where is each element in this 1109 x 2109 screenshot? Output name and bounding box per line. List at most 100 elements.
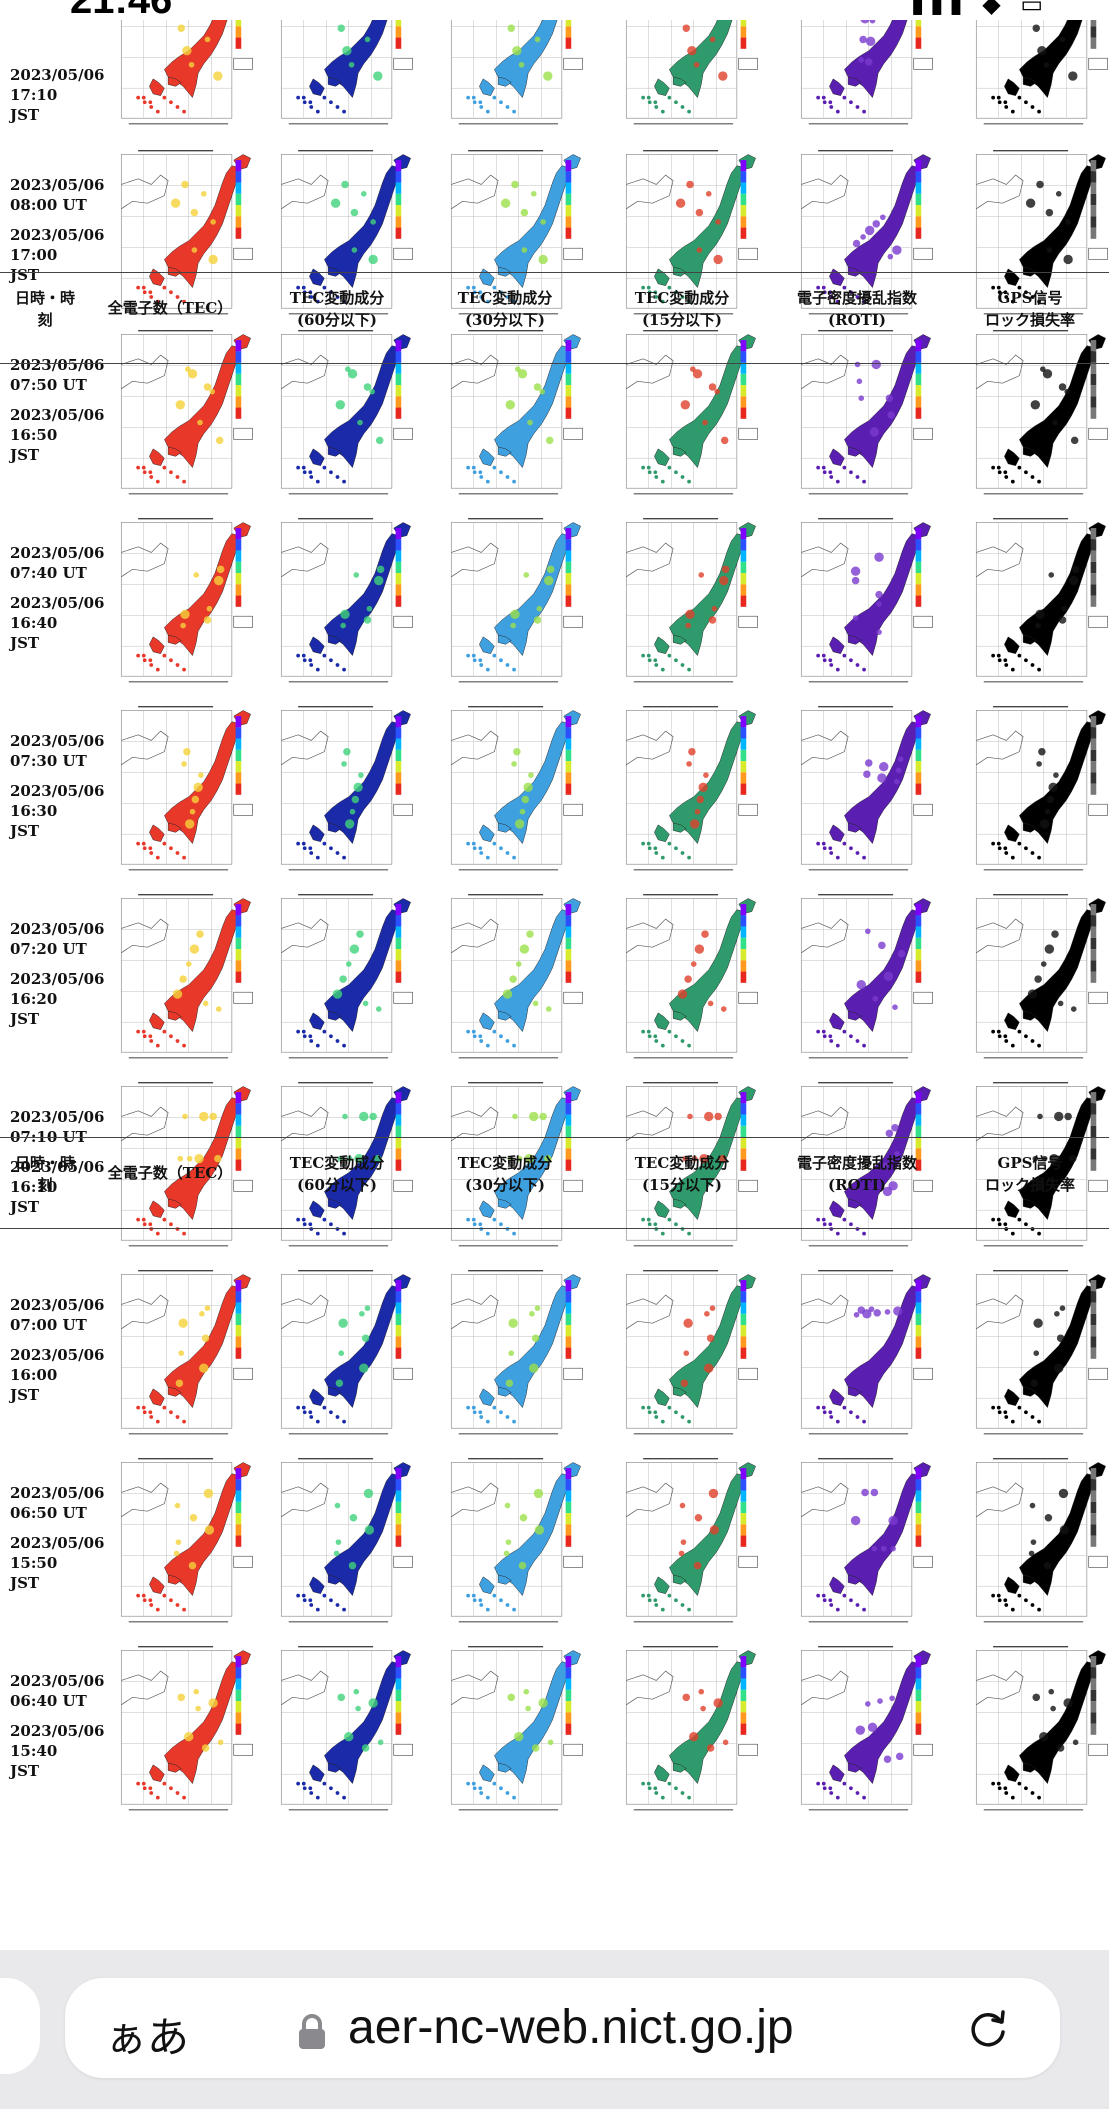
tec-60min-map[interactable] xyxy=(270,1077,420,1259)
column-header-line: TEC変動成分 xyxy=(457,289,553,307)
tec-30min-map-image xyxy=(450,329,583,495)
data-row: 2023/05/06 07:40 UT 2023/05/06 16:40 JST xyxy=(0,513,1109,695)
gps-lock-loss-map[interactable] xyxy=(965,1077,1109,1259)
column-header-line: 全電子数（TEC） xyxy=(107,299,233,317)
gps-lock-loss-map[interactable] xyxy=(965,1641,1109,1823)
column-header-line: ロック損失率 xyxy=(984,311,1075,329)
address-bar[interactable]: ぁあ aer-nc-web.nict.go.jp xyxy=(65,1978,1060,2078)
tec-map[interactable] xyxy=(110,889,260,1071)
gps-lock-loss-map[interactable] xyxy=(965,889,1109,1071)
roti-map[interactable] xyxy=(790,1641,940,1823)
column-header-line: GPS信号 xyxy=(997,289,1063,307)
tec-30min-map[interactable] xyxy=(440,1453,590,1635)
tec-30min-map[interactable] xyxy=(440,1265,590,1447)
row-jst_date: 2023/05/06 xyxy=(10,1158,105,1176)
tec-map[interactable] xyxy=(110,1265,260,1447)
reload-icon[interactable] xyxy=(965,2006,1011,2056)
tec-60min-map[interactable] xyxy=(270,1641,420,1823)
tec-map[interactable] xyxy=(110,325,260,507)
tec-60min-map[interactable] xyxy=(270,1453,420,1635)
tec-map[interactable] xyxy=(110,1077,260,1259)
tec-30min-map-image xyxy=(450,1457,583,1623)
roti-map[interactable] xyxy=(790,1077,940,1259)
tec-map[interactable] xyxy=(110,701,260,883)
column-header-row: 日時・時刻 全電子数（TEC） TEC変動成分 (60分以下) TEC変動成分 (30分以… xyxy=(0,1137,1109,1229)
tec-map-image xyxy=(120,149,253,315)
column-header-line: GPS信号 xyxy=(997,1154,1063,1172)
tec-15min-map[interactable] xyxy=(615,145,765,327)
tec-15min-map-image xyxy=(625,1269,758,1435)
gps-lock-loss-map[interactable] xyxy=(965,1453,1109,1635)
gps-lock-loss-map[interactable] xyxy=(965,0,1109,137)
roti-map[interactable] xyxy=(790,1265,940,1447)
tec-60min-map-image xyxy=(280,517,413,683)
column-header-line: (30分以下) xyxy=(464,1176,546,1194)
tec-15min-map-image xyxy=(625,517,758,683)
roti-map[interactable] xyxy=(790,325,940,507)
tec-15min-map[interactable] xyxy=(615,701,765,883)
tec-15min-map[interactable] xyxy=(615,325,765,507)
tec-map[interactable] xyxy=(110,513,260,695)
gps-lock-loss-map[interactable] xyxy=(965,701,1109,883)
tec-60min-map[interactable] xyxy=(270,513,420,695)
roti-map[interactable] xyxy=(790,145,940,327)
row-jst_date: 2023/05/06 xyxy=(10,406,105,424)
tec-30min-map[interactable] xyxy=(440,889,590,1071)
url-text[interactable]: aer-nc-web.nict.go.jp xyxy=(348,2001,794,2054)
row-jst: JST xyxy=(10,106,40,124)
tec-60min-map[interactable] xyxy=(270,0,420,137)
tec-60min-map[interactable] xyxy=(270,1265,420,1447)
previous-tab-card[interactable] xyxy=(0,1978,40,2074)
tec-map[interactable] xyxy=(110,145,260,327)
tec-30min-map[interactable] xyxy=(440,1077,590,1259)
roti-map[interactable] xyxy=(790,1453,940,1635)
tec-15min-map[interactable] xyxy=(615,1265,765,1447)
tec-30min-map[interactable] xyxy=(440,0,590,137)
tec-60min-map[interactable] xyxy=(270,145,420,327)
tec-60min-map[interactable] xyxy=(270,889,420,1071)
tec-15min-map[interactable] xyxy=(615,889,765,1071)
column-header-row: 日時・時刻 全電子数（TEC） TEC変動成分 (60分以下) TEC変動成分 (30分以… xyxy=(0,272,1109,364)
tec-15min-map[interactable] xyxy=(615,0,765,137)
tec-60min-map[interactable] xyxy=(270,701,420,883)
browser-toolbar: ぁあ aer-nc-web.nict.go.jp xyxy=(0,1950,1109,2109)
row-ut_date: 2023/05/06 xyxy=(10,1108,105,1126)
tec-30min-map-image xyxy=(450,1645,583,1811)
roti-map[interactable] xyxy=(790,0,940,137)
tec-30min-map-image xyxy=(450,149,583,315)
row-jst_time: 17:10 xyxy=(10,86,58,104)
column-header-line: (60分以下) xyxy=(296,311,378,329)
tec-30min-map-image xyxy=(450,893,583,1059)
column-header-c15: TEC変動成分 (15分以下) xyxy=(607,287,757,331)
gps-lock-loss-map[interactable] xyxy=(965,325,1109,507)
column-header-c60: TEC変動成分 (60分以下) xyxy=(262,287,412,331)
tec-30min-map[interactable] xyxy=(440,513,590,695)
gps-lock-loss-map-image xyxy=(975,893,1108,1059)
gps-lock-loss-map[interactable] xyxy=(965,145,1109,327)
tec-15min-map[interactable] xyxy=(615,1077,765,1259)
roti-map-image xyxy=(800,893,933,1059)
tec-30min-map[interactable] xyxy=(440,145,590,327)
tec-30min-map[interactable] xyxy=(440,325,590,507)
tec-15min-map[interactable] xyxy=(615,1453,765,1635)
row-ut_date: 2023/05/06 xyxy=(10,176,105,194)
tec-30min-map[interactable] xyxy=(440,701,590,883)
column-header-line: (15分以下) xyxy=(641,311,723,329)
roti-map[interactable] xyxy=(790,513,940,695)
tec-map[interactable] xyxy=(110,1453,260,1635)
row-jst_time: 16:00 xyxy=(10,1366,58,1384)
roti-map[interactable] xyxy=(790,701,940,883)
tec-15min-map[interactable] xyxy=(615,1641,765,1823)
tec-15min-map-image xyxy=(625,893,758,1059)
tec-60min-map[interactable] xyxy=(270,325,420,507)
tec-map[interactable] xyxy=(110,1641,260,1823)
column-header-gps: GPS信号ロック損失率 xyxy=(955,287,1105,331)
gps-lock-loss-map[interactable] xyxy=(965,1265,1109,1447)
roti-map[interactable] xyxy=(790,889,940,1071)
gps-lock-loss-map[interactable] xyxy=(965,513,1109,695)
page-settings-button[interactable]: ぁあ xyxy=(105,2013,190,2062)
tec-15min-map-image xyxy=(625,1457,758,1623)
tec-15min-map[interactable] xyxy=(615,513,765,695)
tec-30min-map[interactable] xyxy=(440,1641,590,1823)
roti-map-image xyxy=(800,0,933,125)
